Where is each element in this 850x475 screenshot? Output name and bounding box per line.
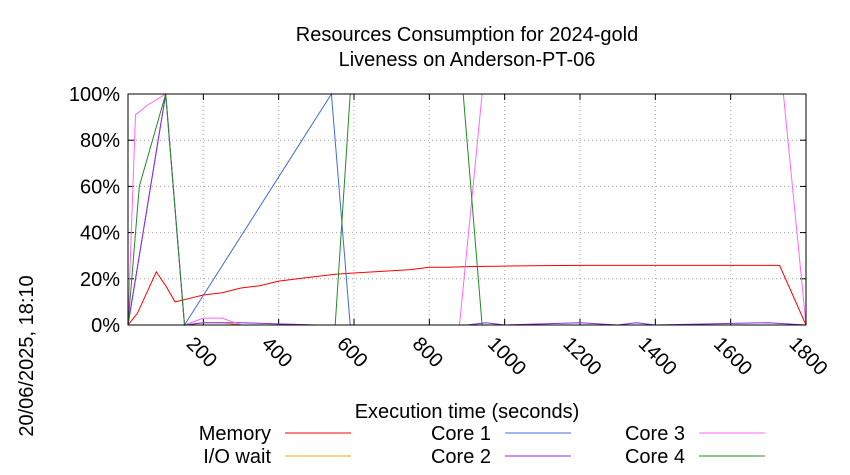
y-axis-ticks: 0% 20% 40% 60% 80% 100% xyxy=(69,84,806,337)
x-tick-label: 1200 xyxy=(558,333,605,380)
series-line-memory xyxy=(127,264,807,326)
legend-label-core-3: Core 3 xyxy=(625,423,685,445)
series-line-core-2 xyxy=(127,93,807,326)
x-tick-label: 600 xyxy=(332,333,371,372)
legend-label-core-1: Core 1 xyxy=(431,423,491,445)
series-lines xyxy=(127,92,807,327)
chart-title: Resources Consumption for 2024-gold xyxy=(296,24,638,46)
y-tick-label: 60% xyxy=(80,176,120,198)
x-tick-label: 400 xyxy=(257,333,296,372)
x-tick-label: 1000 xyxy=(483,333,530,380)
x-tick-label: 200 xyxy=(182,333,221,372)
x-axis-label: Execution time (seconds) xyxy=(355,401,580,423)
y-tick-label: 100% xyxy=(69,84,120,106)
x-tick-label: 1800 xyxy=(784,333,831,380)
y-tick-label: 80% xyxy=(80,130,120,152)
legend-label-core-4: Core 4 xyxy=(625,446,685,468)
grid-lines xyxy=(128,94,806,325)
x-tick-label: 800 xyxy=(408,333,447,372)
y-tick-label: 20% xyxy=(80,269,120,291)
timestamp-label: 20/06/2025, 18:10 xyxy=(16,275,38,436)
plot-area-border xyxy=(127,93,807,326)
x-axis-ticks: 200 400 600 800 1000 1200 1400 1600 1800 xyxy=(182,94,831,380)
legend-label-i-o-wait: I/O wait xyxy=(203,446,271,468)
y-tick-label: 0% xyxy=(91,315,120,337)
legend-label-memory: Memory xyxy=(199,423,271,445)
legend-label-core-2: Core 2 xyxy=(431,446,491,468)
x-tick-label: 1400 xyxy=(634,333,681,380)
chart-subtitle: Liveness on Anderson-PT-06 xyxy=(339,49,596,71)
x-tick-label: 1600 xyxy=(709,333,756,380)
y-tick-label: 40% xyxy=(80,223,120,245)
